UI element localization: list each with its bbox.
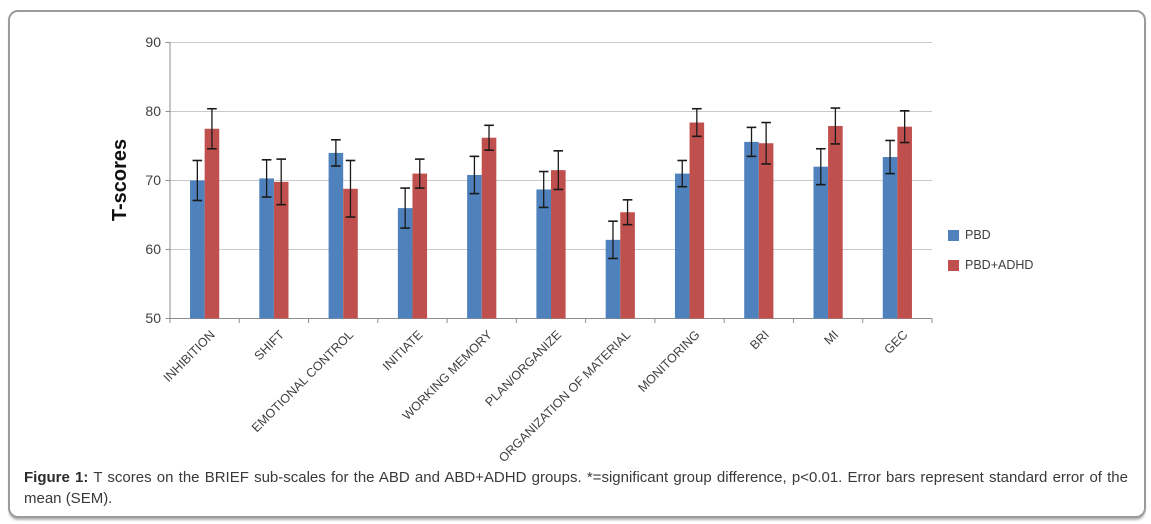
bar-pbd-adhd-mi	[828, 125, 843, 319]
x-label-inhibition: INHIBITION	[161, 328, 218, 385]
bar-pbd-adhd-emotional-control	[343, 188, 358, 319]
x-label-plan-organize: PLAN/ORGANIZE	[483, 328, 565, 410]
bar-pbd-gec	[882, 157, 898, 319]
bar-pbd-adhd-gec	[897, 126, 912, 319]
x-label-organization-of-material: ORGANIZATION OF MATERIAL	[496, 328, 633, 464]
bar-pbd-emotional-control	[328, 152, 344, 319]
bar-pbd-mi	[813, 166, 829, 319]
x-label-shift: SHIFT	[252, 327, 288, 363]
x-label-bri: BRI	[747, 328, 772, 353]
legend-item-pbd: PBD	[948, 228, 1033, 242]
y-tick-label-80: 80	[145, 103, 161, 119]
x-label-mi: MI	[821, 328, 841, 348]
legend-item-pbd-adhd: PBD+ADHD	[948, 258, 1033, 272]
chart-legend: PBD PBD+ADHD	[948, 228, 1033, 272]
bar-pbd-working-memory	[467, 174, 482, 319]
bar-pbd-adhd-monitoring	[689, 122, 705, 319]
x-label-monitoring: MONITORING	[635, 328, 702, 395]
bar-pbd-bri	[744, 141, 759, 319]
x-label-gec: GEC	[881, 328, 910, 357]
y-tick-label-70: 70	[145, 172, 161, 188]
figure-panel: 50 60 70 80 90 INHIBITION SHIFT EMOTIONAL CONTR…	[8, 10, 1146, 518]
bar-pbd-adhd-organization-of-material	[620, 212, 635, 319]
bar-pbd-adhd-plan-organize	[551, 170, 566, 319]
legend-label-pbd: PBD	[965, 228, 991, 242]
bar-pbd-monitoring	[674, 173, 690, 319]
y-tick-label-50: 50	[145, 310, 161, 326]
bar-pbd-adhd-working-memory	[481, 137, 497, 319]
bar-pbd-adhd-initiate	[412, 173, 428, 319]
bar-pbd-organization-of-material	[605, 239, 621, 319]
bar-pbd-plan-organize	[536, 189, 551, 319]
x-label-initiate: INITIATE	[380, 328, 426, 374]
caption-text: T scores on the BRIEF sub-scales for the…	[24, 469, 1128, 507]
caption-label: Figure 1:	[24, 469, 89, 486]
bar-pbd-shift	[259, 178, 274, 319]
legend-label-pbd-adhd: PBD+ADHD	[965, 258, 1034, 272]
bar-pbd-initiate	[397, 208, 413, 319]
pbd-series-swatch-icon	[948, 229, 959, 241]
y-axis-title: T-scores	[109, 139, 131, 221]
pbd-adhd-series-swatch-icon	[948, 259, 959, 271]
bar-pbd-adhd-bri	[758, 143, 774, 319]
brief-tscores-chart: 50 60 70 80 90 INHIBITION SHIFT EMOTIONAL CONTR…	[10, 12, 1144, 465]
y-tick-label-60: 60	[145, 241, 161, 257]
bar-pbd-adhd-inhibition	[204, 128, 220, 319]
figure-caption: Figure 1: T scores on the BRIEF sub-scal…	[24, 468, 1128, 509]
bar-pbd-inhibition	[190, 180, 205, 319]
y-tick-label-90: 90	[145, 34, 161, 50]
bar-pbd-adhd-shift	[273, 181, 289, 319]
